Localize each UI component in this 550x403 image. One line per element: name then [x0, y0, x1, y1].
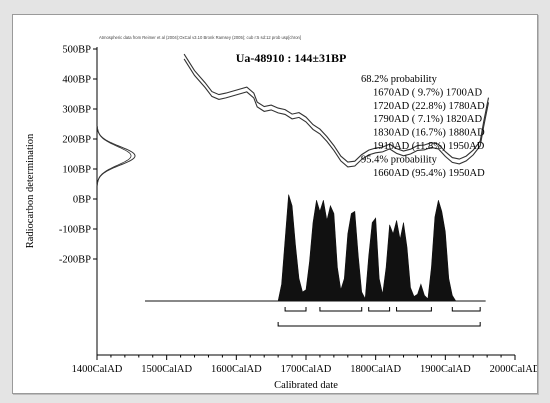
x-tick-label: 1400CalAD	[72, 364, 123, 375]
legend-entry: 1660AD (95.4%) 1950AD	[373, 168, 485, 179]
legend-entry: 1670AD ( 9.7%) 1700AD	[373, 87, 482, 98]
chart-title: Ua-48910 : 144±31BP	[236, 51, 347, 65]
y-tick-label: 400BP	[62, 75, 91, 86]
x-tick-label: 1800CalAD	[350, 364, 401, 375]
y-tick-label: 500BP	[62, 45, 91, 56]
range-bracket-68	[368, 307, 391, 312]
range-bracket-68	[396, 307, 432, 312]
legend-entry: 1720AD (22.8%) 1780AD	[373, 101, 485, 112]
x-tick-label: 1600CalAD	[211, 364, 262, 375]
legend-entry: 1790AD ( 7.1%) 1820AD	[373, 114, 482, 125]
legend-entry: 1830AD (16.7%) 1880AD	[373, 128, 485, 139]
x-tick-label: 2000CalAD	[490, 364, 537, 375]
legend-entry: 1910AD (11.8%) 1950AD	[373, 141, 485, 152]
y-tick-label: 200BP	[62, 135, 91, 146]
y-tick-label: 300BP	[62, 105, 91, 116]
calibration-curve-lower	[183, 58, 490, 168]
range-bracket-68	[451, 307, 481, 312]
y-tick-label: 100BP	[62, 165, 91, 176]
x-tick-label: 1500CalAD	[141, 364, 192, 375]
x-axis-label: Calibrated date	[274, 380, 338, 391]
range-bracket-68	[284, 307, 307, 312]
probability-distribution	[277, 194, 457, 302]
y-tick-label: -100BP	[59, 225, 91, 236]
legend-entry: 68.2% probability	[361, 74, 438, 85]
range-bracket-95	[277, 322, 481, 327]
measurement-distribution-outer	[96, 126, 136, 186]
y-tick-label: -200BP	[59, 255, 91, 266]
calibration-plot: Atmospheric data from Reimer et al (2004…	[25, 35, 537, 391]
x-tick-label: 1700CalAD	[281, 364, 332, 375]
chart-header-note: Atmospheric data from Reimer et al (2004…	[99, 35, 301, 40]
calibration-curve-upper	[183, 53, 490, 163]
range-bracket-68	[319, 307, 363, 312]
x-tick-label: 1900CalAD	[420, 364, 471, 375]
measurement-distribution-inner	[96, 126, 132, 186]
chart-frame: Atmospheric data from Reimer et al (2004…	[12, 14, 538, 394]
legend-entry: 95.4% probability	[361, 154, 438, 165]
y-tick-label: 0BP	[73, 195, 91, 206]
y-axis-label: Radiocarbon determination	[25, 133, 36, 248]
